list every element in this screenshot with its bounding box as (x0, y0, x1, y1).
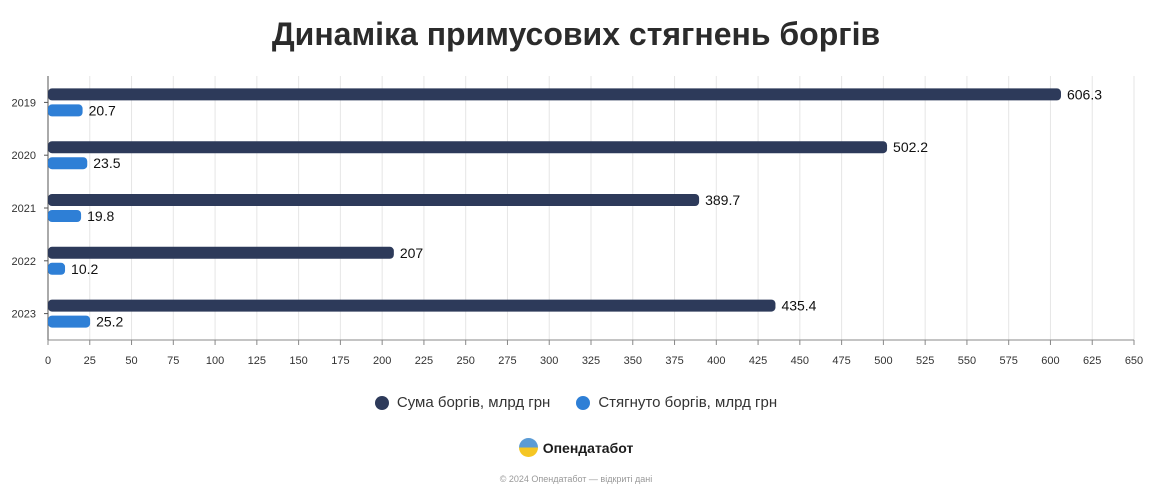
data-label: 10.2 (71, 261, 98, 277)
x-tick-label: 200 (373, 355, 391, 367)
y-tick-label: 2023 (12, 309, 36, 321)
y-tick-label: 2019 (12, 97, 36, 109)
data-label: 23.5 (93, 155, 120, 171)
x-tick-label: 75 (167, 355, 179, 367)
x-tick-label: 600 (1041, 355, 1059, 367)
opendatabot-logo-icon (518, 438, 538, 457)
data-label: 606.3 (1067, 86, 1102, 102)
x-tick-label: 525 (916, 355, 934, 367)
x-tick-label: 500 (874, 355, 892, 367)
x-tick-label: 400 (707, 355, 725, 367)
legend-item-debt-sum[interactable]: Сума боргів, млрд грн (374, 394, 551, 411)
chart-title: Динаміка примусових стягнень боргів (271, 16, 881, 52)
legend-label: Стягнуто боргів, млрд грн (598, 394, 778, 411)
bar-collected (48, 262, 66, 275)
x-tick-label: 450 (791, 355, 809, 367)
x-tick-label: 100 (206, 355, 224, 367)
x-tick-label: 275 (498, 355, 516, 367)
data-label: 502.2 (893, 139, 928, 155)
x-tick-label: 0 (45, 355, 51, 367)
x-tick-label: 25 (84, 355, 96, 367)
x-tick-label: 650 (1125, 355, 1143, 367)
data-label: 25.2 (96, 314, 123, 330)
x-tick-label: 300 (540, 355, 558, 367)
x-tick-label: 625 (1083, 355, 1101, 367)
x-tick-label: 175 (331, 355, 349, 367)
x-tick-label: 250 (457, 355, 475, 367)
x-tick-label: 225 (415, 355, 433, 367)
legend-item-collected[interactable]: Стягнуто боргів, млрд грн (576, 394, 777, 411)
bar-debt-sum (48, 246, 394, 259)
bar-collected (48, 210, 82, 222)
x-tick-label: 125 (248, 355, 266, 367)
x-tick-label: 375 (665, 355, 683, 367)
data-label: 389.7 (705, 192, 740, 208)
data-label: 207 (400, 245, 424, 261)
chart-legend: Сума боргів, млрд грн Стягнуто боргів, м… (0, 394, 1152, 411)
bar-debt-sum (48, 141, 888, 154)
x-tick-label: 325 (582, 355, 600, 367)
x-tick-label: 150 (289, 355, 307, 367)
y-tick-label: 2021 (12, 203, 36, 215)
bar-collected (48, 157, 88, 170)
bar-collected (48, 104, 83, 117)
bar-collected (48, 315, 91, 328)
data-label: 435.4 (781, 298, 816, 314)
legend-dot-icon (374, 395, 389, 410)
x-tick-label: 350 (624, 355, 642, 367)
x-tick-label: 50 (125, 355, 137, 367)
x-tick-label: 475 (832, 355, 850, 367)
x-tick-label: 425 (749, 355, 767, 367)
bar-debt-sum (48, 88, 1061, 101)
footer-copyright: © 2024 Опендатабот — відкриті дані (499, 474, 653, 484)
data-label: 19.8 (87, 208, 114, 224)
x-tick-label: 550 (958, 355, 976, 367)
y-tick-label: 2022 (12, 256, 36, 268)
bar-debt-sum (48, 194, 700, 206)
y-tick-label: 2020 (12, 150, 36, 162)
brand: Опендатабот (0, 438, 1152, 457)
bar-debt-sum (48, 299, 776, 312)
data-label: 20.7 (89, 102, 116, 118)
legend-label: Сума боргів, млрд грн (396, 394, 551, 411)
legend-dot-icon (576, 395, 591, 410)
x-tick-label: 575 (1000, 355, 1018, 367)
brand-name: Опендатабот (542, 439, 634, 456)
